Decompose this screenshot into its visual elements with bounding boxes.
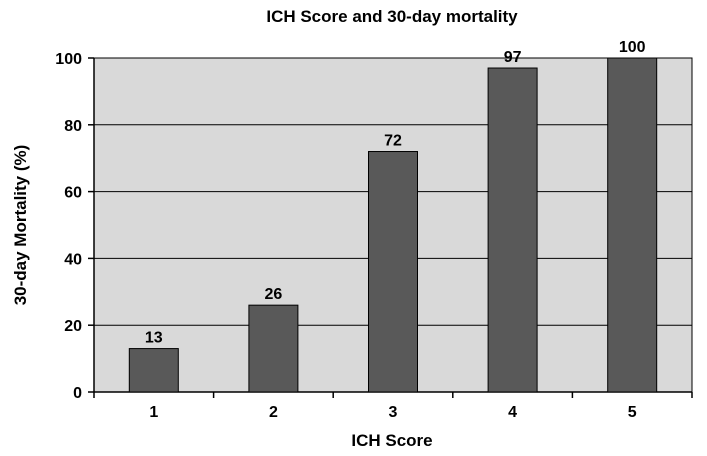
data-label-3: 72 <box>384 133 402 150</box>
bar-5 <box>607 57 658 393</box>
y-tick-label-80: 80 <box>64 118 82 135</box>
bar-3 <box>368 151 418 393</box>
data-label-2: 26 <box>265 286 283 303</box>
x-axis-label: ICH Score <box>351 431 432 450</box>
x-tick-label-1: 1 <box>149 404 158 421</box>
bar-1 <box>128 348 179 393</box>
y-tick-label-100: 100 <box>55 51 82 68</box>
chart-title: ICH Score and 30-day mortality <box>266 7 518 26</box>
bar-2 <box>248 304 299 393</box>
x-tick-label-4: 4 <box>508 404 517 421</box>
x-tick-label-3: 3 <box>389 404 398 421</box>
plot-area: 0 20 40 60 80 100 13 1 26 2 72 3 97 4 100 5 <box>55 39 693 421</box>
x-tick-label-2: 2 <box>269 404 278 421</box>
y-axis-label: 30-day Mortality (%) <box>11 145 30 306</box>
bar-4 <box>487 67 538 393</box>
y-tick-label-20: 20 <box>64 318 82 335</box>
y-tick-label-40: 40 <box>64 251 82 268</box>
data-label-5: 100 <box>619 39 646 56</box>
y-tick-label-60: 60 <box>64 185 82 202</box>
y-tick-label-0: 0 <box>73 385 82 402</box>
data-label-4: 97 <box>504 49 522 66</box>
x-tick-label-5: 5 <box>628 404 637 421</box>
data-label-1: 13 <box>145 330 163 347</box>
